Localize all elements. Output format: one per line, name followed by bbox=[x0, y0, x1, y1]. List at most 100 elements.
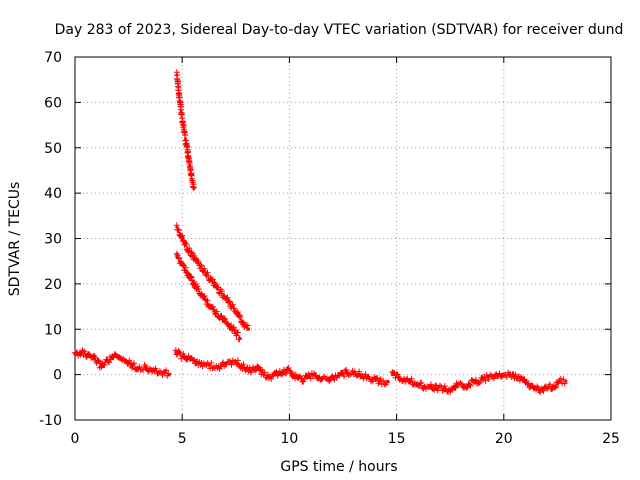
data-point bbox=[179, 109, 183, 113]
data-point bbox=[186, 150, 190, 154]
data-point bbox=[247, 327, 251, 331]
y-tick-label: 60 bbox=[44, 95, 62, 111]
data-point bbox=[202, 268, 206, 272]
x-axis-label: GPS time / hours bbox=[280, 459, 397, 475]
data-point bbox=[390, 373, 394, 377]
y-tick-label: 50 bbox=[44, 141, 62, 157]
data-point bbox=[236, 361, 240, 365]
data-point bbox=[208, 364, 212, 368]
data-point bbox=[193, 257, 197, 261]
data-point bbox=[234, 309, 238, 313]
data-point bbox=[86, 354, 90, 358]
data-point bbox=[223, 361, 227, 365]
data-point bbox=[525, 382, 529, 386]
series-track bbox=[72, 347, 172, 379]
data-point bbox=[403, 377, 407, 381]
data-point bbox=[339, 373, 343, 377]
data-point bbox=[92, 357, 96, 361]
data-point bbox=[112, 354, 116, 358]
data-point bbox=[124, 359, 128, 363]
data-point bbox=[187, 248, 191, 252]
data-point bbox=[300, 377, 304, 381]
series-track bbox=[173, 250, 243, 343]
data-point bbox=[144, 366, 148, 370]
data-point bbox=[281, 370, 285, 374]
data-point bbox=[500, 373, 504, 377]
data-point bbox=[558, 379, 562, 383]
data-point bbox=[157, 370, 161, 374]
data-point bbox=[73, 352, 77, 356]
y-tick-label: 20 bbox=[44, 277, 62, 293]
data-point bbox=[551, 384, 555, 388]
data-point bbox=[105, 359, 109, 363]
data-point bbox=[232, 327, 236, 331]
data-point bbox=[429, 384, 433, 388]
data-point bbox=[167, 373, 171, 377]
data-point bbox=[212, 309, 216, 313]
data-point bbox=[193, 359, 197, 363]
x-tick-label: 15 bbox=[388, 431, 406, 447]
series-track bbox=[173, 69, 197, 191]
x-tick-label: 20 bbox=[495, 431, 513, 447]
chart-title: Day 283 of 2023, Sidereal Day-to-day VTE… bbox=[55, 22, 624, 38]
data-point bbox=[435, 386, 439, 390]
data-point bbox=[448, 389, 452, 393]
data-point bbox=[150, 368, 154, 372]
series-sat-e bbox=[172, 347, 390, 388]
data-point bbox=[212, 282, 216, 286]
data-point bbox=[131, 364, 135, 368]
data-point bbox=[199, 361, 203, 365]
y-tick-label: -10 bbox=[39, 413, 62, 429]
y-tick-label: 70 bbox=[44, 50, 62, 66]
data-point bbox=[326, 377, 330, 381]
data-point bbox=[118, 357, 122, 361]
data-point bbox=[238, 336, 242, 340]
data-point bbox=[177, 91, 181, 95]
data-point bbox=[223, 318, 227, 322]
data-point bbox=[332, 375, 336, 379]
x-tick-label: 5 bbox=[178, 431, 187, 447]
data-point bbox=[187, 273, 191, 277]
data-point bbox=[255, 366, 259, 370]
data-point bbox=[79, 350, 83, 354]
data-point bbox=[410, 379, 414, 383]
data-point bbox=[175, 225, 179, 229]
data-point bbox=[249, 368, 253, 372]
data-point bbox=[242, 366, 246, 370]
series-sat-d bbox=[72, 347, 172, 379]
data-point bbox=[487, 375, 491, 379]
data-point bbox=[519, 377, 523, 381]
data-point bbox=[193, 284, 197, 288]
data-point bbox=[217, 366, 221, 370]
data-point bbox=[532, 386, 536, 390]
data-point bbox=[294, 375, 298, 379]
data-point bbox=[442, 386, 446, 390]
data-point bbox=[320, 377, 324, 381]
data-point bbox=[262, 373, 266, 377]
y-axis: -10 0 10 20 30 40 50 60 70 bbox=[39, 50, 611, 429]
data-point bbox=[181, 123, 185, 127]
data-point bbox=[175, 255, 179, 259]
data-point bbox=[174, 350, 178, 354]
data-point bbox=[307, 375, 311, 379]
x-tick-label: 10 bbox=[280, 431, 298, 447]
data-point bbox=[202, 295, 206, 299]
data-point bbox=[180, 237, 184, 240]
data-point bbox=[455, 384, 459, 388]
data-point bbox=[545, 386, 549, 390]
series-sat-a bbox=[173, 69, 197, 191]
data-point bbox=[137, 366, 141, 370]
data-point bbox=[230, 361, 234, 365]
series-sat-c bbox=[173, 250, 243, 343]
data-point bbox=[513, 375, 517, 379]
data-point bbox=[358, 373, 362, 377]
data-point bbox=[187, 357, 191, 361]
data-point bbox=[287, 368, 291, 372]
data-point bbox=[422, 384, 426, 388]
y-tick-label: 0 bbox=[53, 368, 62, 384]
data-point bbox=[175, 73, 179, 77]
y-axis-label: SDTVAR / TECUs bbox=[7, 182, 23, 297]
data-point bbox=[180, 261, 184, 265]
data-marks bbox=[72, 69, 568, 396]
